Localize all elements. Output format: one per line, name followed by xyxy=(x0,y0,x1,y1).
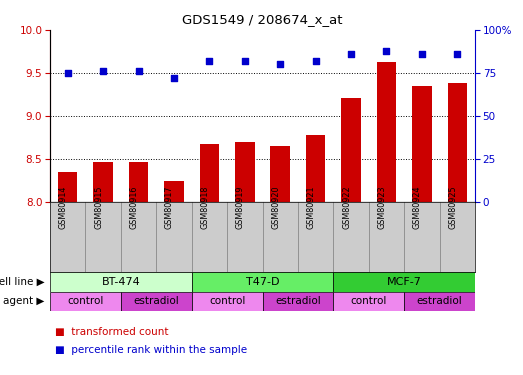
Text: estradiol: estradiol xyxy=(417,296,462,306)
Bar xyxy=(164,182,184,202)
Text: estradiol: estradiol xyxy=(133,296,179,306)
Text: cell line ▶: cell line ▶ xyxy=(0,277,45,287)
Text: GSM80917: GSM80917 xyxy=(165,186,174,230)
Bar xyxy=(191,272,333,291)
Text: control: control xyxy=(209,296,245,306)
Text: T47-D: T47-D xyxy=(246,277,279,287)
Text: GDS1549 / 208674_x_at: GDS1549 / 208674_x_at xyxy=(182,13,343,26)
Point xyxy=(418,51,426,57)
Point xyxy=(382,48,391,54)
Bar xyxy=(200,144,219,202)
Bar xyxy=(333,272,475,291)
Text: ■  percentile rank within the sample: ■ percentile rank within the sample xyxy=(55,345,247,355)
Point xyxy=(241,58,249,64)
Point xyxy=(347,51,355,57)
Bar xyxy=(306,135,325,202)
Bar xyxy=(129,162,149,202)
Text: GSM80925: GSM80925 xyxy=(448,186,457,230)
Point xyxy=(453,51,461,57)
Bar xyxy=(121,291,191,311)
Bar xyxy=(333,291,404,311)
Text: control: control xyxy=(67,296,104,306)
Bar xyxy=(94,162,113,202)
Text: MCF-7: MCF-7 xyxy=(386,277,422,287)
Text: GSM80921: GSM80921 xyxy=(306,186,315,230)
Point xyxy=(99,68,107,74)
Point xyxy=(276,62,285,68)
Text: GSM80919: GSM80919 xyxy=(236,186,245,230)
Text: GSM80922: GSM80922 xyxy=(342,186,351,230)
Text: GSM80914: GSM80914 xyxy=(59,186,67,229)
Text: GSM80923: GSM80923 xyxy=(378,186,386,230)
Text: GSM80918: GSM80918 xyxy=(200,186,209,229)
Bar xyxy=(448,83,467,202)
Bar xyxy=(235,142,255,202)
Text: GSM80915: GSM80915 xyxy=(94,186,103,230)
Point xyxy=(205,58,213,64)
Point xyxy=(311,58,320,64)
Point xyxy=(63,70,72,76)
Bar xyxy=(377,62,396,202)
Bar xyxy=(50,291,121,311)
Point xyxy=(170,75,178,81)
Bar xyxy=(412,86,431,202)
Point xyxy=(134,68,143,74)
Bar xyxy=(58,172,77,202)
Text: agent ▶: agent ▶ xyxy=(3,296,45,306)
Bar xyxy=(270,146,290,202)
Bar xyxy=(50,272,191,291)
Text: GSM80920: GSM80920 xyxy=(271,186,280,230)
Text: ■  transformed count: ■ transformed count xyxy=(55,327,169,337)
Text: GSM80924: GSM80924 xyxy=(413,186,422,230)
Text: GSM80916: GSM80916 xyxy=(130,186,139,229)
Bar xyxy=(342,98,361,202)
Bar xyxy=(263,291,333,311)
Text: BT-474: BT-474 xyxy=(101,277,140,287)
Bar xyxy=(404,291,475,311)
Bar xyxy=(191,291,263,311)
Text: control: control xyxy=(350,296,387,306)
Text: estradiol: estradiol xyxy=(275,296,321,306)
